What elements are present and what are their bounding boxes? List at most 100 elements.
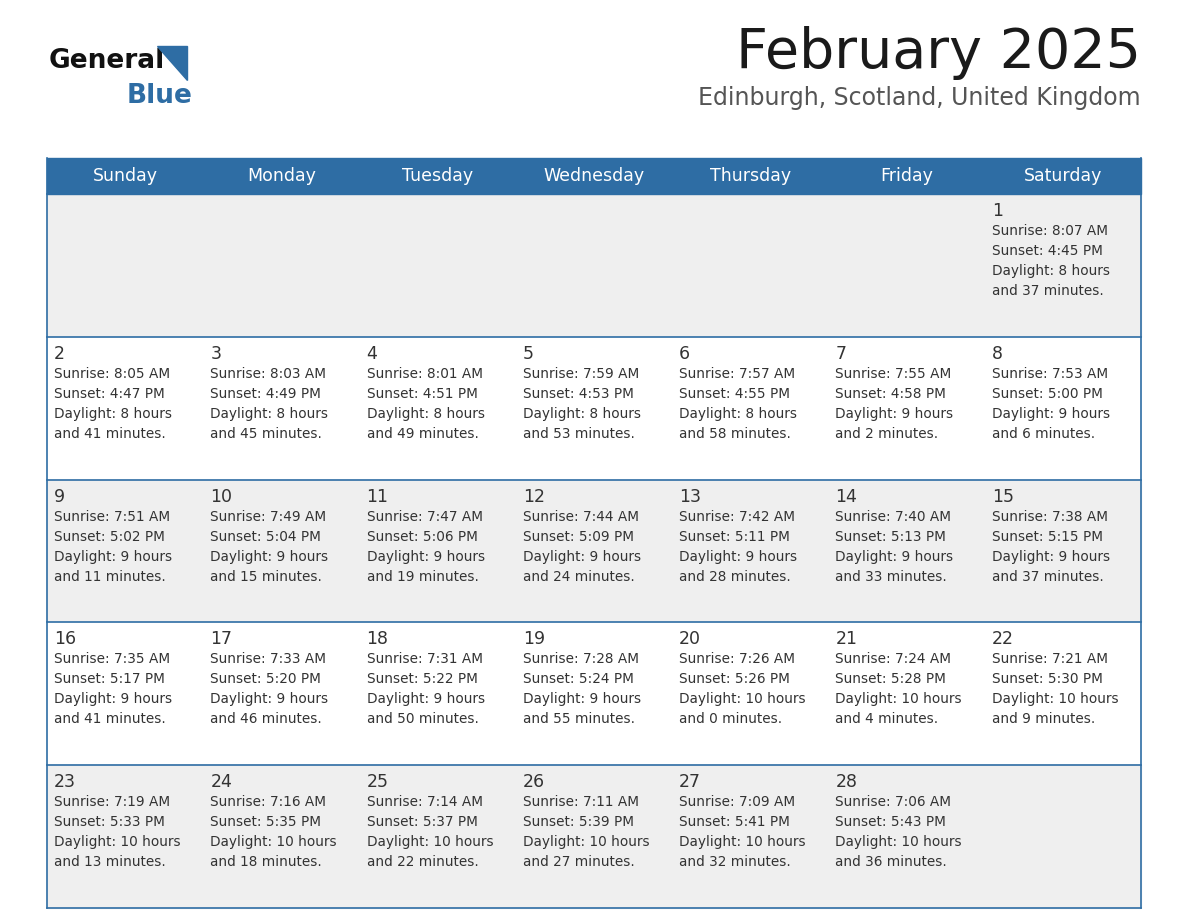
Text: Daylight: 9 hours: Daylight: 9 hours: [523, 550, 642, 564]
Text: Daylight: 9 hours: Daylight: 9 hours: [992, 550, 1110, 564]
Text: Sunset: 5:13 PM: Sunset: 5:13 PM: [835, 530, 947, 543]
Text: Daylight: 10 hours: Daylight: 10 hours: [680, 692, 805, 706]
Text: Daylight: 8 hours: Daylight: 8 hours: [992, 264, 1110, 278]
Text: and 18 minutes.: and 18 minutes.: [210, 856, 322, 869]
Text: Daylight: 9 hours: Daylight: 9 hours: [992, 407, 1110, 420]
Text: Sunrise: 7:21 AM: Sunrise: 7:21 AM: [992, 653, 1107, 666]
Text: Sunrise: 7:59 AM: Sunrise: 7:59 AM: [523, 367, 639, 381]
Text: and 4 minutes.: and 4 minutes.: [835, 712, 939, 726]
Text: Sunrise: 8:05 AM: Sunrise: 8:05 AM: [53, 367, 170, 381]
Text: and 45 minutes.: and 45 minutes.: [210, 427, 322, 441]
Text: Sunrise: 7:33 AM: Sunrise: 7:33 AM: [210, 653, 327, 666]
Text: Sunset: 5:00 PM: Sunset: 5:00 PM: [992, 386, 1102, 401]
Text: Daylight: 10 hours: Daylight: 10 hours: [523, 835, 650, 849]
Text: Sunset: 5:35 PM: Sunset: 5:35 PM: [210, 815, 321, 829]
Text: Daylight: 9 hours: Daylight: 9 hours: [835, 550, 954, 564]
Text: 17: 17: [210, 631, 233, 648]
Text: 16: 16: [53, 631, 76, 648]
Text: 24: 24: [210, 773, 232, 791]
Text: 3: 3: [210, 345, 221, 363]
Text: 9: 9: [53, 487, 65, 506]
Text: Sunset: 4:53 PM: Sunset: 4:53 PM: [523, 386, 633, 401]
Text: Daylight: 9 hours: Daylight: 9 hours: [835, 407, 954, 420]
Text: and 15 minutes.: and 15 minutes.: [210, 569, 322, 584]
Text: General: General: [49, 48, 165, 74]
Text: and 13 minutes.: and 13 minutes.: [53, 856, 166, 869]
Text: Sunrise: 7:35 AM: Sunrise: 7:35 AM: [53, 653, 170, 666]
Text: and 37 minutes.: and 37 minutes.: [992, 569, 1104, 584]
Text: Sunrise: 7:44 AM: Sunrise: 7:44 AM: [523, 509, 639, 523]
Text: 2: 2: [53, 345, 65, 363]
Bar: [48, 766, 1140, 908]
Text: and 41 minutes.: and 41 minutes.: [53, 712, 166, 726]
Text: Sunset: 5:15 PM: Sunset: 5:15 PM: [992, 530, 1102, 543]
Bar: [48, 622, 1140, 766]
Text: Sunrise: 7:19 AM: Sunrise: 7:19 AM: [53, 795, 170, 809]
Text: Sunrise: 8:03 AM: Sunrise: 8:03 AM: [210, 367, 327, 381]
Text: and 9 minutes.: and 9 minutes.: [992, 712, 1095, 726]
Text: Sunrise: 7:42 AM: Sunrise: 7:42 AM: [680, 509, 795, 523]
Text: 19: 19: [523, 631, 545, 648]
Text: and 27 minutes.: and 27 minutes.: [523, 856, 634, 869]
Text: and 58 minutes.: and 58 minutes.: [680, 427, 791, 441]
Text: Daylight: 10 hours: Daylight: 10 hours: [992, 692, 1118, 706]
Text: Sunrise: 7:49 AM: Sunrise: 7:49 AM: [210, 509, 327, 523]
Text: Daylight: 10 hours: Daylight: 10 hours: [210, 835, 337, 849]
Text: and 53 minutes.: and 53 minutes.: [523, 427, 634, 441]
Text: Sunrise: 7:57 AM: Sunrise: 7:57 AM: [680, 367, 795, 381]
Text: and 46 minutes.: and 46 minutes.: [210, 712, 322, 726]
Text: Sunset: 5:39 PM: Sunset: 5:39 PM: [523, 815, 634, 829]
Text: 13: 13: [680, 487, 701, 506]
Text: Sunrise: 7:40 AM: Sunrise: 7:40 AM: [835, 509, 952, 523]
Text: and 19 minutes.: and 19 minutes.: [367, 569, 479, 584]
Text: Sunrise: 7:06 AM: Sunrise: 7:06 AM: [835, 795, 952, 809]
Text: 10: 10: [210, 487, 233, 506]
Bar: [48, 337, 1140, 479]
Text: Thursday: Thursday: [709, 167, 791, 185]
Text: and 55 minutes.: and 55 minutes.: [523, 712, 634, 726]
Text: Sunset: 5:37 PM: Sunset: 5:37 PM: [367, 815, 478, 829]
Text: Sunset: 5:17 PM: Sunset: 5:17 PM: [53, 672, 165, 687]
Text: Daylight: 10 hours: Daylight: 10 hours: [835, 692, 962, 706]
Text: Saturday: Saturday: [1024, 167, 1102, 185]
Text: Sunrise: 8:07 AM: Sunrise: 8:07 AM: [992, 224, 1107, 238]
Text: Sunset: 5:09 PM: Sunset: 5:09 PM: [523, 530, 634, 543]
Text: Sunset: 5:20 PM: Sunset: 5:20 PM: [210, 672, 321, 687]
Text: 27: 27: [680, 773, 701, 791]
Bar: [48, 194, 1140, 337]
Text: Sunset: 5:04 PM: Sunset: 5:04 PM: [210, 530, 321, 543]
Text: Daylight: 10 hours: Daylight: 10 hours: [680, 835, 805, 849]
Text: and 28 minutes.: and 28 minutes.: [680, 569, 791, 584]
Text: Wednesday: Wednesday: [543, 167, 645, 185]
Text: Daylight: 8 hours: Daylight: 8 hours: [53, 407, 172, 420]
Text: 21: 21: [835, 631, 858, 648]
Text: Edinburgh, Scotland, United Kingdom: Edinburgh, Scotland, United Kingdom: [699, 86, 1140, 110]
Text: Sunrise: 7:38 AM: Sunrise: 7:38 AM: [992, 509, 1107, 523]
Text: and 37 minutes.: and 37 minutes.: [992, 284, 1104, 298]
Text: 4: 4: [367, 345, 378, 363]
Text: and 50 minutes.: and 50 minutes.: [367, 712, 479, 726]
Text: Daylight: 9 hours: Daylight: 9 hours: [210, 692, 328, 706]
Text: 25: 25: [367, 773, 388, 791]
Text: Sunset: 4:45 PM: Sunset: 4:45 PM: [992, 244, 1102, 258]
Text: Monday: Monday: [247, 167, 316, 185]
Text: Daylight: 9 hours: Daylight: 9 hours: [53, 550, 172, 564]
Text: 18: 18: [367, 631, 388, 648]
Text: Friday: Friday: [880, 167, 933, 185]
Text: 1: 1: [992, 202, 1003, 220]
Text: Sunrise: 7:51 AM: Sunrise: 7:51 AM: [53, 509, 170, 523]
Text: 15: 15: [992, 487, 1013, 506]
Text: Sunrise: 7:28 AM: Sunrise: 7:28 AM: [523, 653, 639, 666]
Text: 6: 6: [680, 345, 690, 363]
Text: and 2 minutes.: and 2 minutes.: [835, 427, 939, 441]
Text: Daylight: 9 hours: Daylight: 9 hours: [523, 692, 642, 706]
Bar: [48, 158, 1140, 194]
Text: Sunrise: 7:09 AM: Sunrise: 7:09 AM: [680, 795, 795, 809]
Text: 7: 7: [835, 345, 846, 363]
Text: Sunrise: 7:55 AM: Sunrise: 7:55 AM: [835, 367, 952, 381]
Text: Daylight: 9 hours: Daylight: 9 hours: [210, 550, 328, 564]
Text: Sunrise: 7:53 AM: Sunrise: 7:53 AM: [992, 367, 1108, 381]
Text: Tuesday: Tuesday: [403, 167, 473, 185]
Text: and 22 minutes.: and 22 minutes.: [367, 856, 479, 869]
Text: Sunset: 4:55 PM: Sunset: 4:55 PM: [680, 386, 790, 401]
